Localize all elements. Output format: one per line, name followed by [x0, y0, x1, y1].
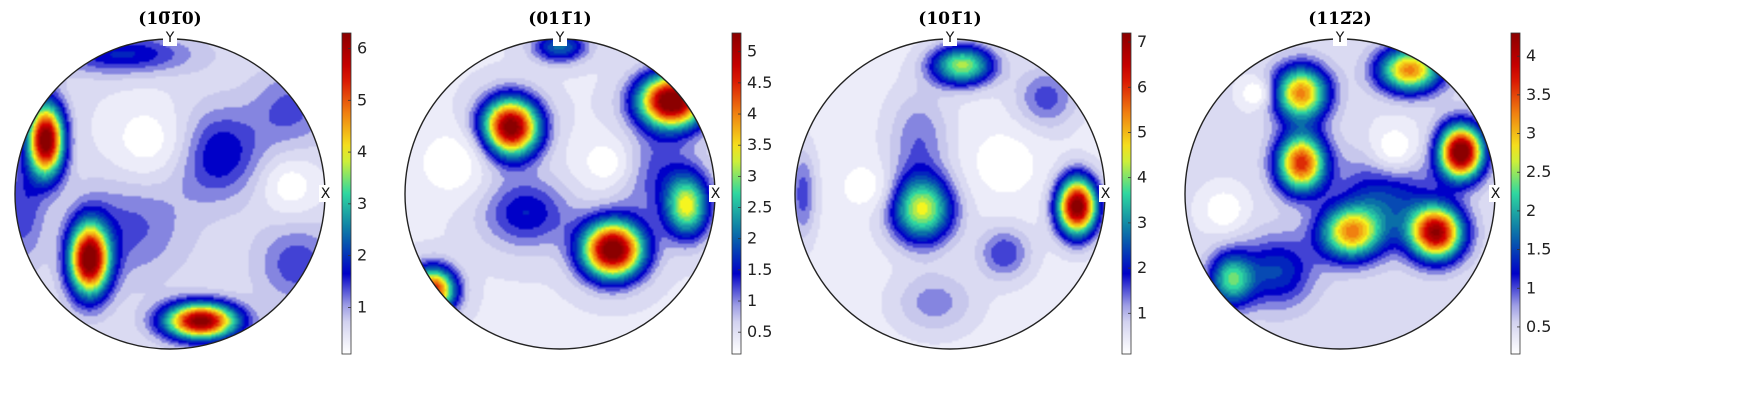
- colorbar-tick-label: 2: [1137, 258, 1147, 277]
- colorbar-tick-label: 1.5: [1526, 240, 1551, 259]
- colorbar: 1 2 3 4 5 6 7: [1121, 32, 1147, 355]
- colorbar-gradient: [1510, 32, 1521, 355]
- colorbar-tick-label: 2: [747, 229, 757, 248]
- pole-figure-panel-3: (101̅1)Y X 1 2 3 4 5 6 7: [794, 9, 1147, 355]
- colorbar-tick-label: 2: [1526, 201, 1536, 220]
- axis-label-y: Y: [165, 30, 175, 46]
- panel-title: (112̅2): [1308, 9, 1371, 29]
- density-map: [15, 39, 325, 349]
- colorbar-tick-label: 1: [1137, 303, 1147, 322]
- pole-figure-panel-1: (10̅1̅0)Y X 1 2 3 4 5 6: [14, 9, 367, 355]
- colorbar-tick-label: 5: [1137, 122, 1147, 141]
- colorbar: 1 2 3 4 5 6: [341, 32, 367, 355]
- colorbar-gradient: [731, 32, 742, 355]
- colorbar-tick-label: 2: [357, 246, 367, 265]
- colorbar-tick-label: 0.5: [747, 322, 772, 341]
- axis-label-x: X: [1101, 186, 1111, 202]
- colorbar: 0.5 1 1.5 2 2.5 3 3.5 4 4.5 5: [731, 32, 772, 355]
- colorbar-gradient: [1121, 32, 1132, 355]
- colorbar-tick-label: 4: [1137, 168, 1147, 187]
- colorbar-tick-label: 3: [1137, 213, 1147, 232]
- colorbar-tick-label: 3: [357, 194, 367, 213]
- colorbar-tick-label: 5: [747, 42, 757, 61]
- colorbar-tick-label: 2.5: [1526, 162, 1551, 181]
- colorbar-tick-label: 3: [1526, 124, 1536, 143]
- colorbar-tick-label: 6: [357, 39, 367, 58]
- axis-label-y: Y: [555, 30, 565, 46]
- colorbar-tick-label: 0.5: [1526, 317, 1551, 336]
- colorbar-tick-label: 1: [357, 297, 367, 316]
- axis-label-y: Y: [1335, 30, 1345, 46]
- axis-label-x: X: [711, 186, 721, 202]
- colorbar-tick-label: 4: [357, 142, 367, 161]
- colorbar-tick-label: 3.5: [747, 135, 772, 154]
- pole-figure-panel-4: (112̅2)Y X 0.5 1 1.5 2 2.5 3 3.5 4: [1184, 9, 1551, 355]
- colorbar-tick-label: 1: [1526, 278, 1536, 297]
- density-map: [795, 39, 1105, 349]
- colorbar-tick-label: 1.5: [747, 260, 772, 279]
- colorbar-tick-label: 6: [1137, 77, 1147, 96]
- panel-title: (10̅1̅0): [138, 9, 201, 29]
- pole-figure-panel-2: (011̅1)Y X 0.5 1 1.5 2 2.5 3 3.5 4 4.5 5: [404, 9, 772, 355]
- colorbar: 0.5 1 1.5 2 2.5 3 3.5 4: [1510, 32, 1551, 355]
- colorbar-gradient: [341, 32, 352, 355]
- axis-label-x: X: [321, 186, 331, 202]
- colorbar-tick-label: 3: [747, 166, 757, 185]
- axis-label-x: X: [1491, 186, 1501, 202]
- colorbar-tick-label: 4: [1526, 46, 1536, 65]
- panel-title: (011̅1): [528, 9, 591, 29]
- colorbar-tick-label: 4.5: [747, 73, 772, 92]
- colorbar-tick-label: 3.5: [1526, 85, 1551, 104]
- density-map: [1185, 39, 1495, 349]
- colorbar-tick-label: 5: [357, 90, 367, 109]
- panel-title: (101̅1): [918, 9, 981, 29]
- colorbar-tick-label: 2.5: [747, 198, 772, 217]
- axis-label-y: Y: [945, 30, 955, 46]
- colorbar-tick-label: 1: [747, 291, 757, 310]
- colorbar-tick-label: 4: [747, 104, 757, 123]
- colorbar-tick-label: 7: [1137, 32, 1147, 51]
- density-map: [405, 39, 715, 349]
